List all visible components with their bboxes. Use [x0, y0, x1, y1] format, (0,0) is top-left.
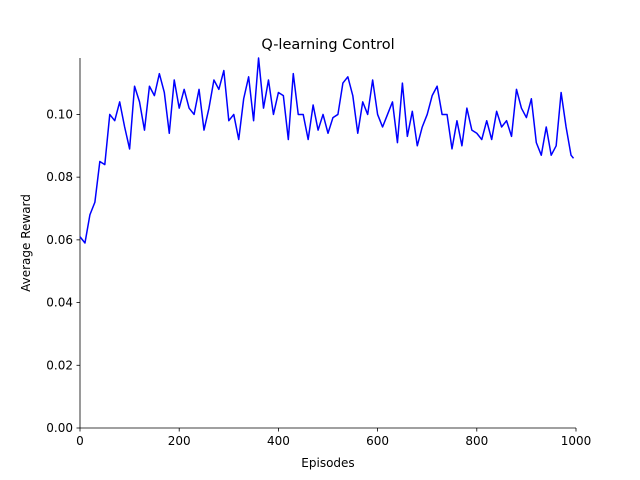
data-line — [79, 57, 575, 244]
x-tick-label: 0 — [76, 434, 84, 448]
x-tick-label: 800 — [465, 434, 488, 448]
y-axis-label: Average Reward — [19, 194, 33, 292]
x-tick-label: 400 — [267, 434, 290, 448]
x-tick-label: 200 — [168, 434, 191, 448]
y-tick-label: 0.08 — [46, 170, 73, 184]
x-axis-label: Episodes — [301, 456, 354, 470]
y-tick-label: 0.06 — [46, 233, 73, 247]
y-tick-label: 0.02 — [46, 358, 73, 372]
x-tick-label: 600 — [366, 434, 389, 448]
chart-title: Q-learning Control — [261, 37, 394, 53]
y-tick-label: 0.00 — [46, 421, 73, 435]
y-tick-label: 0.04 — [46, 296, 73, 310]
x-tick-label: 1000 — [561, 434, 592, 448]
y-tick-label: 0.10 — [46, 107, 73, 121]
